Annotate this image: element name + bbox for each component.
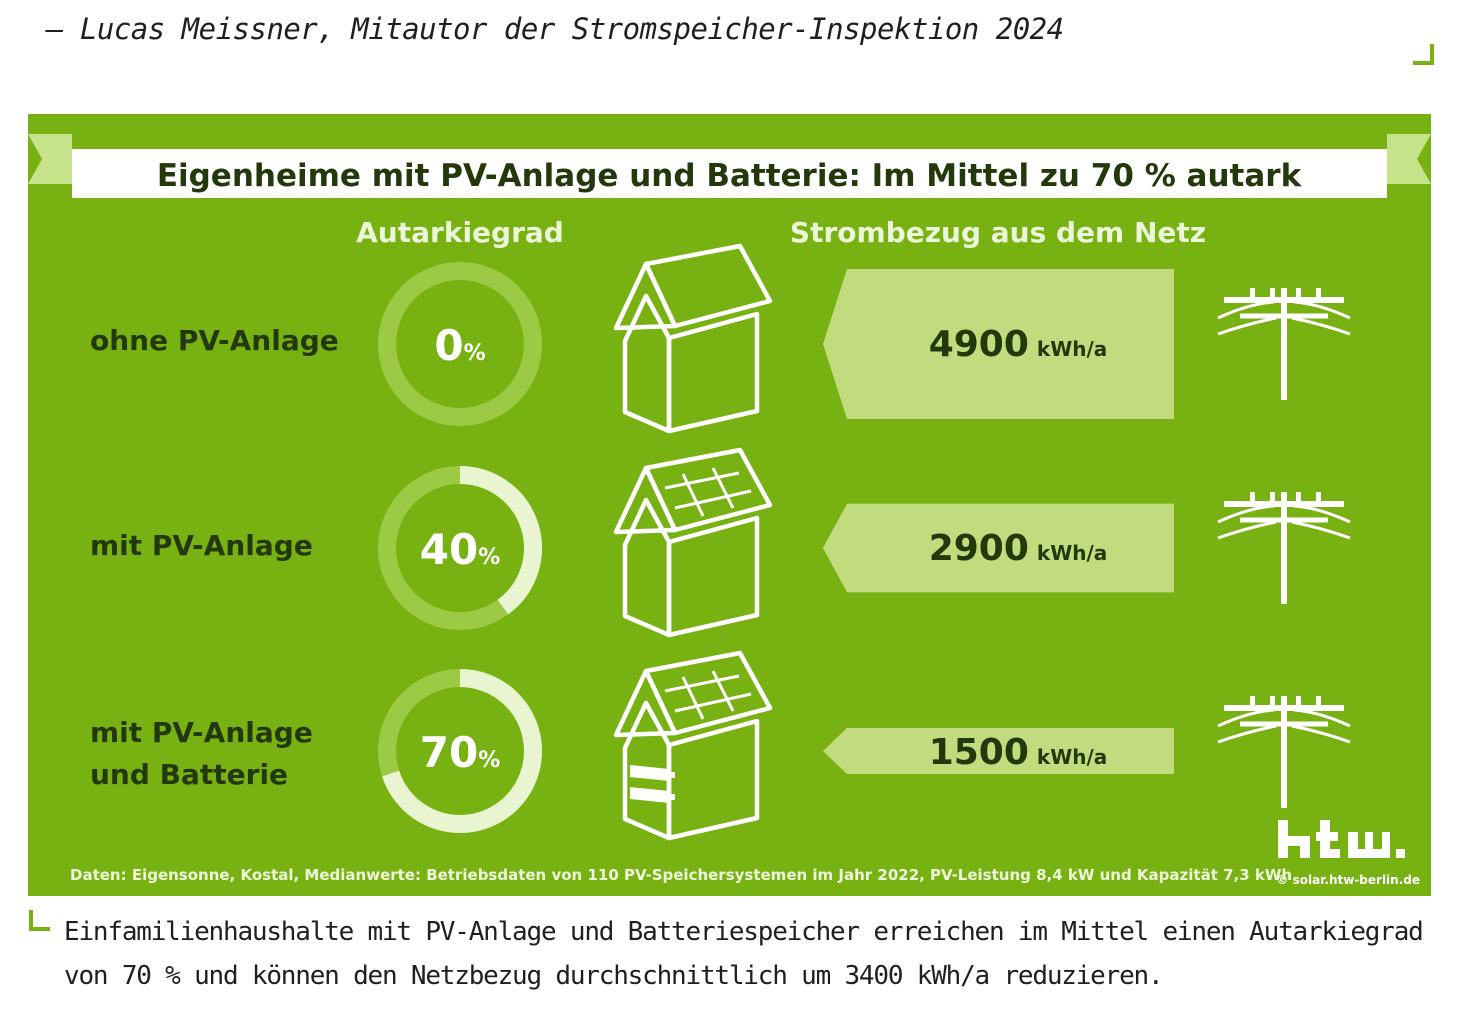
grid-number: 1500 (929, 732, 1029, 773)
category-label-line: mit PV-Anlage (90, 716, 313, 749)
category-label: mit PV-Anlage und Batterie (90, 716, 323, 791)
autarky-ring: 70% (378, 669, 542, 833)
grid-unit: kWh/a (1037, 745, 1107, 769)
grid-consumption-bar (823, 728, 1174, 774)
autarky-ring: 40% (378, 466, 542, 630)
category-label-line: mit PV-Anlage (90, 529, 313, 562)
autarky-arc (382, 669, 542, 833)
image-caption: Einfamilienhaushalte mit PV-Anlage und B… (64, 917, 1424, 991)
ring-track (378, 262, 542, 426)
autarky-number: 0 (434, 321, 463, 370)
data-source-footnote: Daten: Eigensonne, Kostal, Medianwerte: … (70, 866, 1292, 884)
quote-attribution: – Lucas Meissner, Mitautor der Stromspei… (46, 12, 1064, 46)
autarky-value: 40% (420, 525, 501, 574)
htw-logo (1278, 820, 1405, 858)
category-label-line: und Batterie (90, 758, 288, 791)
grid-consumption-bar (823, 269, 1174, 419)
house-solar-icon (613, 447, 773, 638)
grid-unit: kWh/a (1037, 337, 1107, 361)
chart-background (28, 114, 1431, 896)
grid-consumption-bar (823, 503, 1174, 593)
chart-title: Eigenheime mit PV-Anlage und Batterie: I… (157, 158, 1303, 194)
category-label-line: ohne PV-Anlage (90, 324, 339, 357)
house-icon (613, 243, 773, 434)
autarky-ring: 0% (378, 262, 542, 426)
percent-unit: % (464, 341, 486, 366)
infographic-chart: Eigenheime mit PV-Anlage und Batterie: I… (28, 114, 1431, 896)
title-banner: Eigenheime mit PV-Anlage und Batterie: I… (28, 134, 1431, 198)
autarky-number: 40 (420, 525, 478, 574)
grid-value: 4900 kWh/a (929, 324, 1108, 365)
autarky-value: 70% (420, 728, 501, 777)
logo-credit: © solar.htw-berlin.de (1276, 873, 1420, 887)
autarky-value: 0% (434, 321, 485, 370)
grid-number: 4900 (929, 324, 1029, 365)
grid-value: 2900 kWh/a (929, 528, 1108, 569)
battery-icon (630, 765, 675, 803)
percent-unit: % (478, 545, 500, 570)
autarky-number: 70 (420, 728, 478, 777)
autarky-arc (459, 466, 542, 615)
quote-corner-mark (1413, 44, 1434, 65)
category-label: mit PV-Anlage (90, 529, 313, 562)
grid-column-header: Strombezug aus dem Netz (790, 216, 1206, 249)
category-label: ohne PV-Anlage (90, 324, 339, 357)
caption-corner-mark (29, 910, 50, 931)
autarky-column-header: Autarkiegrad (356, 216, 564, 249)
grid-unit: kWh/a (1037, 541, 1107, 565)
percent-unit: % (478, 748, 500, 773)
house-solar-battery-icon (613, 650, 773, 841)
grid-value: 1500 kWh/a (929, 732, 1108, 773)
grid-number: 2900 (929, 528, 1029, 569)
